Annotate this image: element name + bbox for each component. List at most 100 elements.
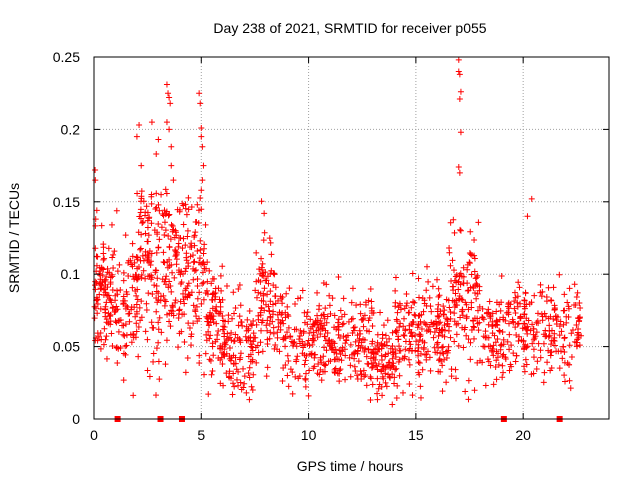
data-point <box>415 275 422 282</box>
data-point <box>468 271 475 278</box>
data-point <box>161 302 168 309</box>
data-point <box>114 268 121 275</box>
data-point <box>513 352 520 359</box>
data-point <box>465 336 472 343</box>
axis-ticks: 0 5 10 15 20 0 0.05 0.1 0.15 0.2 0.25 <box>53 49 609 443</box>
data-point <box>179 245 186 252</box>
data-point <box>452 273 459 280</box>
data-point <box>455 68 462 75</box>
data-point <box>96 280 103 287</box>
data-point <box>394 382 401 389</box>
data-point <box>148 191 155 198</box>
data-point <box>485 309 492 316</box>
data-point <box>120 377 127 384</box>
data-point <box>375 385 382 392</box>
data-point <box>249 387 256 394</box>
data-point <box>285 383 292 390</box>
data-point <box>336 367 343 374</box>
data-point <box>126 310 133 317</box>
data-point <box>284 311 291 318</box>
data-point <box>321 362 328 369</box>
data-point <box>148 119 155 126</box>
data-point <box>507 361 514 368</box>
data-point <box>168 162 175 169</box>
data-point <box>133 310 140 317</box>
data-point <box>470 323 477 330</box>
data-point <box>114 360 121 367</box>
data-point <box>409 392 416 399</box>
data-point <box>197 194 204 201</box>
data-point <box>427 367 434 374</box>
data-point <box>331 324 338 331</box>
data-point <box>422 321 429 328</box>
data-point <box>275 297 282 304</box>
data-point <box>173 250 180 257</box>
data-point <box>235 382 242 389</box>
data-point <box>160 249 167 256</box>
data-point <box>99 279 106 286</box>
data-point <box>230 289 237 296</box>
data-point <box>182 287 189 294</box>
data-point <box>123 302 130 309</box>
data-point <box>216 310 223 317</box>
data-point <box>436 357 443 364</box>
data-point <box>102 313 109 320</box>
data-point <box>146 273 153 280</box>
y-tick-label: 0.15 <box>53 194 80 210</box>
data-point <box>177 234 184 241</box>
data-point <box>433 341 440 348</box>
data-point <box>349 285 356 292</box>
data-point <box>535 320 542 327</box>
data-point <box>184 282 191 289</box>
data-point <box>285 324 292 331</box>
data-point <box>457 314 464 321</box>
data-point <box>296 373 303 380</box>
data-point <box>341 311 348 318</box>
data-point <box>412 347 419 354</box>
data-point <box>523 315 530 322</box>
data-point <box>512 358 519 365</box>
data-point <box>493 357 500 364</box>
data-point <box>331 349 338 356</box>
data-point <box>306 367 313 374</box>
data-point <box>521 368 528 375</box>
data-point <box>293 343 300 350</box>
data-point <box>511 305 518 312</box>
data-point <box>207 309 214 316</box>
data-point <box>394 309 401 316</box>
data-point <box>489 348 496 355</box>
data-point <box>303 313 310 320</box>
data-point <box>463 315 470 322</box>
data-point <box>326 292 333 299</box>
data-point <box>226 345 233 352</box>
data-point <box>267 239 274 246</box>
data-point <box>198 133 205 140</box>
data-point <box>237 354 244 361</box>
data-point <box>184 355 191 362</box>
data-point <box>161 259 168 266</box>
data-point <box>392 287 399 294</box>
data-point <box>188 203 195 210</box>
data-point <box>509 316 516 323</box>
data-point <box>196 352 203 359</box>
data-point <box>324 313 331 320</box>
data-point <box>135 229 142 236</box>
data-point <box>97 330 104 337</box>
data-point <box>143 307 150 314</box>
data-point <box>307 350 314 357</box>
data-point <box>331 368 338 375</box>
data-point <box>150 358 157 365</box>
data-point <box>457 226 464 233</box>
data-point <box>134 296 141 303</box>
data-point <box>548 341 555 348</box>
data-point <box>524 330 531 337</box>
data-point <box>467 251 474 258</box>
data-point <box>103 333 110 340</box>
data-point <box>317 354 324 361</box>
data-point <box>401 315 408 322</box>
data-point <box>134 190 141 197</box>
data-point <box>463 332 470 339</box>
data-point <box>215 327 222 334</box>
data-point <box>417 394 424 401</box>
data-point <box>257 290 264 297</box>
